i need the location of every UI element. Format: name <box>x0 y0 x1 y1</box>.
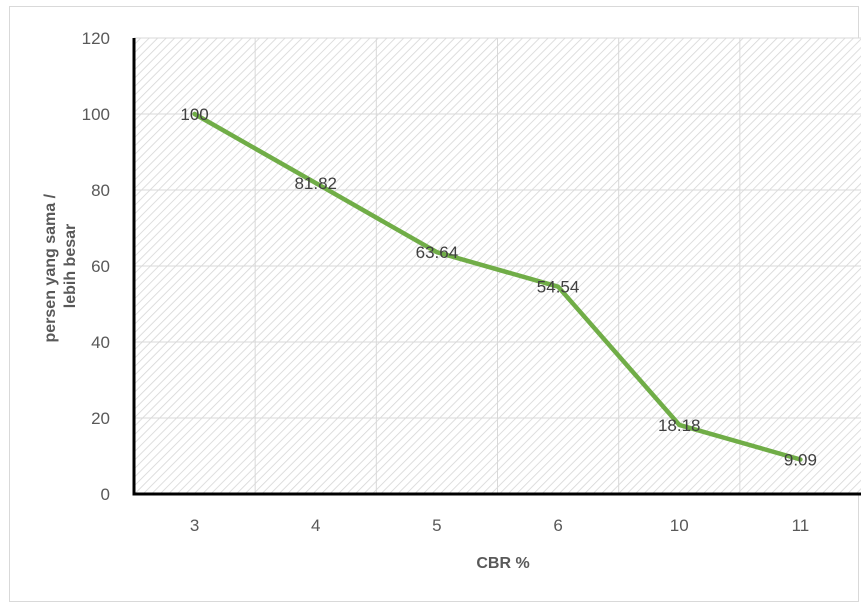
y-axis-title-line-2: lebih besar <box>62 224 79 308</box>
x-tick-label: 6 <box>553 516 562 535</box>
x-tick-label: 5 <box>432 516 441 535</box>
x-axis-title: CBR % <box>476 555 529 572</box>
svg-text:persen yang sama / lebih: persen yang sama / lebih besar <box>42 190 79 343</box>
x-tick-label: 3 <box>190 516 199 535</box>
x-tick-label: 4 <box>311 516 320 535</box>
x-tick-label: 10 <box>670 516 689 535</box>
data-label: 54.54 <box>537 278 580 297</box>
y-tick-label: 60 <box>91 257 110 276</box>
y-tick-label: 80 <box>91 181 110 200</box>
y-tick-label: 20 <box>91 409 110 428</box>
y-tick-label: 40 <box>91 333 110 352</box>
gridlines <box>134 37 861 494</box>
x-tick-label: 11 <box>792 516 810 535</box>
y-tick-label: 100 <box>82 105 110 124</box>
data-label: 18.18 <box>658 416 701 435</box>
y-axis-title-line-1: persen yang sama / <box>42 193 59 342</box>
y-axis-title: persen yang sama / lebih besar <box>42 190 79 343</box>
data-label: 63.64 <box>416 243 459 262</box>
y-tick-label: 120 <box>82 29 110 48</box>
series-line <box>192 111 803 462</box>
data-label: 100 <box>180 105 208 124</box>
data-label: 81.82 <box>294 174 337 193</box>
x-axis-tick-labels: 3 4 5 6 10 11 <box>190 516 809 535</box>
series-line-path <box>192 111 803 462</box>
y-tick-label: 0 <box>101 485 110 504</box>
data-labels: 100 81.82 63.64 54.54 18.18 9.09 <box>180 105 817 469</box>
axes <box>132 38 861 496</box>
data-label: 9.09 <box>784 450 817 469</box>
y-axis-tick-labels: 0 20 40 60 80 100 120 <box>82 29 110 504</box>
